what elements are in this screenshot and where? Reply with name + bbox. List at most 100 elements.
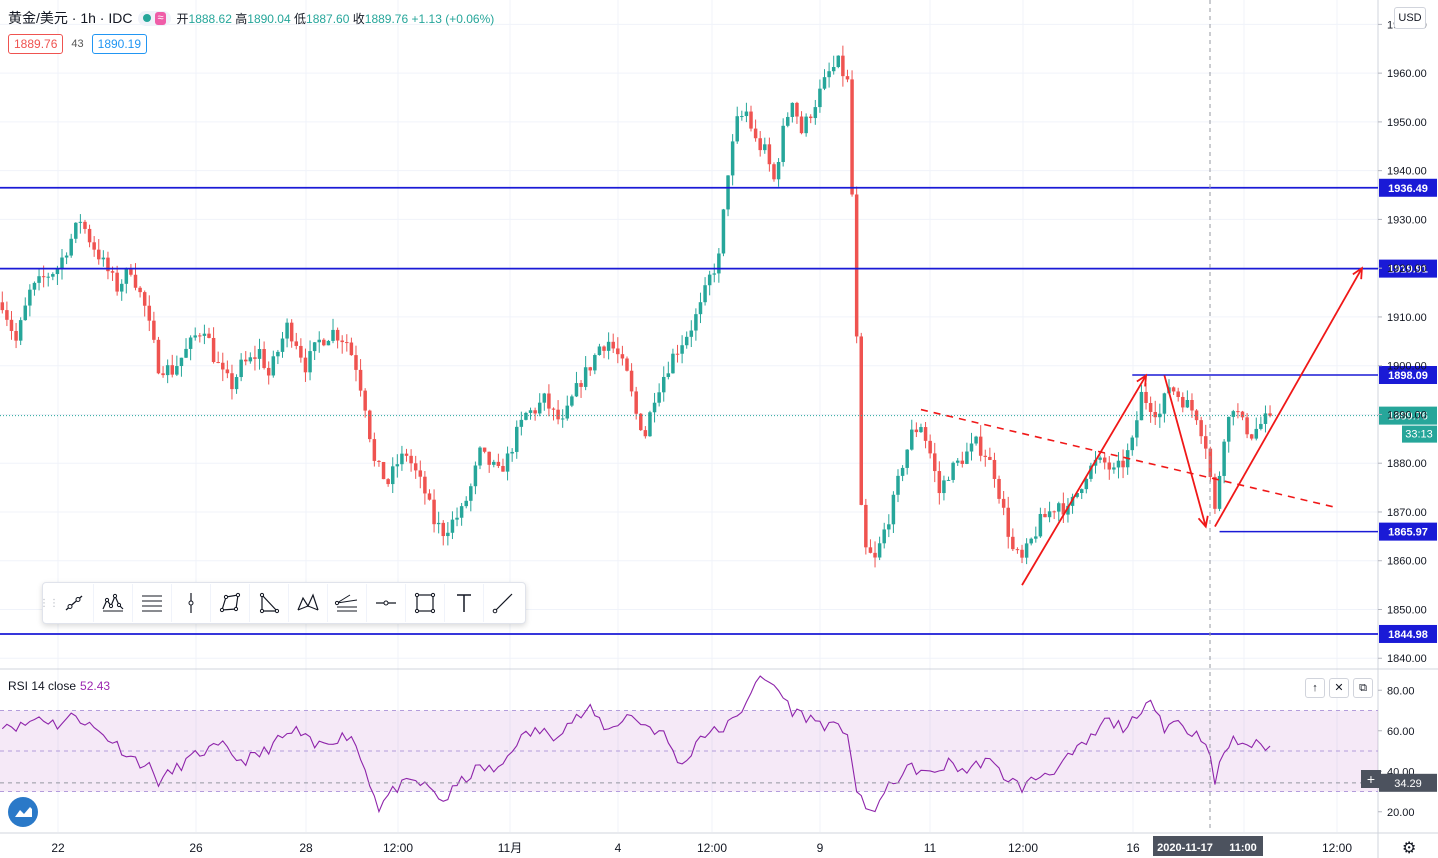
tool-fib-fan[interactable] — [328, 584, 367, 622]
candle-body — [969, 443, 974, 452]
candle-body — [887, 524, 891, 530]
pattern-icon — [102, 593, 124, 612]
tool-horizontal-line[interactable] — [367, 584, 406, 622]
candle-body — [459, 506, 464, 518]
candle-body — [115, 272, 119, 292]
candle-body — [795, 102, 799, 117]
candle-body — [1181, 396, 1185, 408]
candle-body — [666, 373, 671, 377]
polygon-icon — [219, 592, 241, 613]
tool-trend-line[interactable] — [55, 584, 94, 622]
candle-body — [312, 342, 317, 352]
currency-button[interactable]: USD — [1394, 7, 1426, 29]
candle-body — [51, 274, 55, 277]
low-label: 低 — [294, 11, 307, 26]
candle-body — [1061, 503, 1066, 515]
rsi-title[interactable]: RSI 14 close — [8, 679, 77, 693]
tool-pattern[interactable] — [94, 584, 133, 622]
candle-body — [643, 430, 648, 437]
candle-body — [1020, 549, 1024, 558]
candle-body — [257, 348, 262, 359]
candle-body — [744, 111, 749, 117]
close-pane-button[interactable]: ✕ — [1329, 678, 1349, 698]
candle-body — [974, 436, 978, 444]
candle-body — [684, 336, 689, 346]
candle-body — [634, 391, 638, 414]
candle-body — [680, 345, 684, 354]
candle-body — [446, 532, 450, 537]
candle-body — [473, 465, 478, 487]
candle-body — [689, 330, 694, 337]
price-tick-label: 1920.00 — [1387, 263, 1427, 275]
tool-fib[interactable] — [133, 584, 172, 622]
high-value: 1890.04 — [247, 11, 291, 26]
candle-body — [294, 341, 299, 346]
candle-body — [583, 367, 588, 387]
data-delay-icon: ≈ — [155, 11, 166, 25]
maximize-pane-button[interactable]: ⧉ — [1353, 678, 1373, 698]
open-label: 开 — [176, 11, 189, 26]
price-tick-label: 1940.00 — [1387, 166, 1427, 178]
candle-body — [1043, 513, 1047, 518]
tool-triangle[interactable] — [250, 584, 289, 622]
tool-polygon[interactable] — [211, 584, 250, 622]
candle-body — [299, 345, 303, 358]
level-price-label: 1919.91 — [1388, 264, 1428, 276]
drag-handle-icon[interactable]: ⋮⋮ — [39, 597, 59, 609]
tool-xabcd[interactable] — [289, 584, 328, 622]
symbol-title[interactable]: 黄金/美元 · 1h · IDC — [8, 10, 133, 26]
candle-body — [510, 451, 514, 454]
candle-body — [317, 339, 321, 343]
rsi-crosshair-label: 34.29 — [1394, 778, 1422, 790]
settings-gear-icon[interactable]: ⚙ — [1402, 840, 1417, 857]
tool-ray[interactable] — [484, 584, 522, 622]
text-icon — [457, 594, 471, 612]
rsi-tick-label: 80.00 — [1387, 685, 1415, 697]
candle-body — [14, 330, 18, 341]
candle-body — [763, 144, 767, 151]
fib-fan-icon — [334, 594, 358, 612]
price-tick-label: 1950.00 — [1387, 117, 1427, 129]
candle-body — [161, 373, 165, 376]
candle-body — [377, 460, 381, 463]
add-alert-button[interactable]: + — [1361, 770, 1381, 788]
close-value: 1889.76 — [364, 11, 409, 26]
candle-body — [1006, 507, 1010, 537]
status-indicators[interactable]: ≈ — [138, 10, 171, 26]
ray-icon — [492, 593, 513, 614]
bid-price-button[interactable]: 1889.76 — [8, 34, 64, 54]
candle-body — [1222, 441, 1226, 476]
tool-text[interactable] — [445, 584, 484, 622]
candle-body — [786, 116, 790, 126]
tool-rectangle[interactable] — [406, 584, 445, 622]
price-tick-label: 1850.00 — [1387, 604, 1427, 616]
candle-body — [1107, 462, 1112, 470]
move-pane-up-button[interactable]: ↑ — [1305, 678, 1325, 698]
tradingview-logo-icon[interactable] — [8, 797, 38, 827]
ask-price-button[interactable]: 1890.19 — [91, 34, 148, 54]
countdown-label-bg — [1402, 425, 1437, 443]
chart-header: 黄金/美元 · 1h · IDC ≈ 开1888.62 高1890.04 低18… — [8, 8, 494, 28]
time-axis-label: 12:00 — [1322, 841, 1352, 855]
time-axis-label: 28 — [299, 841, 313, 855]
candle-body — [266, 367, 271, 376]
candle-body — [262, 348, 266, 368]
candle-body — [1034, 536, 1038, 539]
candle-body — [1194, 410, 1199, 421]
candle-body — [441, 522, 446, 537]
candle-body — [37, 276, 41, 283]
candle-body — [749, 111, 753, 129]
candle-body — [92, 242, 96, 250]
candle-body — [18, 320, 23, 341]
candle-body — [877, 543, 882, 558]
tool-vertical-line[interactable] — [172, 584, 211, 622]
candle-body — [1199, 420, 1203, 437]
candle-body — [707, 274, 712, 286]
plus-icon: + — [1366, 771, 1376, 787]
candle-body — [60, 257, 64, 270]
candle-body — [753, 128, 758, 139]
candle-body — [1204, 436, 1208, 449]
candle-body — [184, 348, 188, 358]
rsi-tick-label: 60.00 — [1387, 726, 1415, 738]
